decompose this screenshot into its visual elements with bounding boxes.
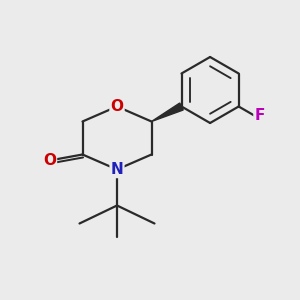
- Text: O: O: [43, 153, 56, 168]
- Text: N: N: [111, 162, 123, 177]
- Text: F: F: [254, 108, 265, 123]
- Polygon shape: [152, 103, 183, 122]
- Text: O: O: [110, 99, 124, 114]
